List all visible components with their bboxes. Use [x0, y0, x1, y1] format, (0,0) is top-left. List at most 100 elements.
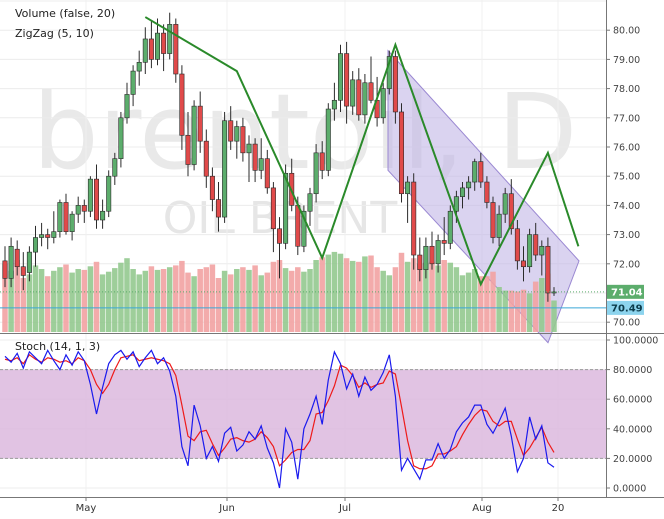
volume-bar — [514, 291, 521, 332]
zigzag-line — [144, 16, 580, 287]
volume-bar — [496, 287, 502, 332]
volume-bar — [307, 269, 313, 332]
volume-bar — [179, 260, 185, 332]
candle-body — [216, 199, 222, 218]
volume-bar — [51, 270, 57, 332]
candle-body — [87, 178, 93, 212]
volume-bar — [380, 270, 386, 332]
candle-body — [94, 178, 100, 221]
candle-body — [155, 32, 161, 60]
volume-bar — [148, 266, 155, 332]
volume-bar — [386, 275, 393, 332]
candle-body — [478, 161, 484, 183]
candle-body — [57, 202, 63, 232]
candle-body — [368, 82, 374, 101]
x-tick-label: May — [76, 503, 97, 514]
x-tick-label: Jul — [338, 503, 351, 514]
stoch-legend: Stoch (14, 1, 3) — [15, 340, 100, 353]
volume-bar — [429, 261, 435, 332]
candle-body — [459, 187, 465, 197]
candle-body — [258, 158, 264, 171]
candle-body — [502, 193, 508, 215]
candle-body — [69, 213, 75, 232]
volume-bar — [532, 281, 539, 332]
stoch-tick-label: 0.0000 — [613, 484, 646, 495]
volume-bar — [337, 253, 344, 332]
candle-body — [39, 234, 45, 238]
volume-bar — [325, 254, 332, 332]
volume-bar — [435, 265, 441, 332]
candle-body — [173, 24, 179, 75]
volume-bar — [93, 261, 100, 332]
candle-body — [392, 56, 398, 113]
candle-body — [472, 161, 478, 183]
candle-body — [234, 126, 240, 142]
volume-bar — [520, 289, 527, 332]
volume-bar — [447, 262, 454, 332]
stoch-tick-label: 80.0000 — [613, 365, 652, 376]
candle-body — [551, 291, 557, 294]
volume-bar — [368, 255, 374, 332]
volume-bar — [118, 262, 124, 332]
volume-bar — [246, 269, 252, 332]
volume-bar — [270, 261, 277, 332]
tick-labels: 70.0071.0072.0073.0074.0075.0076.0077.00… — [76, 26, 659, 514]
candle-body — [411, 181, 417, 256]
candlesticks — [2, 12, 557, 302]
volume-bar — [258, 275, 264, 332]
volume-bar — [99, 274, 106, 332]
candle-body — [514, 228, 520, 262]
volume-bar — [374, 267, 380, 332]
volume-bars — [2, 251, 557, 332]
volume-bar — [154, 269, 161, 332]
price-tick-label: 70.00 — [613, 318, 640, 329]
candle-body — [203, 140, 209, 177]
candle-body — [228, 120, 234, 142]
volume-bar — [349, 260, 356, 332]
stoch-k-line — [4, 349, 555, 489]
candle-body — [276, 228, 282, 244]
candle-body — [520, 260, 526, 268]
volume-bar — [215, 278, 222, 332]
volume-bar — [166, 267, 173, 332]
candle-body — [533, 234, 539, 256]
volume-bar — [441, 260, 447, 332]
candle-body — [307, 193, 313, 212]
candle-body — [398, 111, 404, 195]
candle-body — [270, 187, 276, 230]
stoch-tick-label: 100.0000 — [613, 336, 658, 347]
last-price-text: 71.04 — [611, 287, 643, 298]
price-tick-label: 74.00 — [613, 201, 640, 212]
candle-body — [441, 240, 447, 244]
candle-body — [453, 196, 459, 212]
candle-body — [63, 202, 69, 232]
volume-bar — [227, 274, 234, 332]
volume-bar — [295, 267, 301, 332]
volume-bar — [526, 293, 533, 332]
volume-bar — [478, 276, 484, 332]
volume-bar — [551, 300, 557, 332]
volume-bar — [264, 272, 271, 332]
volume-bar — [124, 258, 130, 332]
candle-body — [423, 245, 429, 270]
volume-bar — [191, 276, 197, 332]
candle-body — [130, 70, 136, 95]
candle-body — [337, 53, 343, 101]
volume-bar — [26, 274, 33, 332]
candle-body — [240, 126, 246, 154]
channel-area — [387, 49, 580, 344]
volume-bar — [2, 263, 8, 332]
volume-bar — [471, 269, 478, 332]
volume-bar — [203, 267, 210, 332]
volume-bar — [392, 267, 399, 332]
watermark: brentoil, D OIL BRENT — [33, 71, 578, 244]
candle-body — [118, 117, 124, 159]
candle-body — [222, 120, 228, 218]
volume-bar — [240, 267, 246, 332]
candle-body — [179, 73, 185, 136]
price-tick-label: 79.00 — [613, 55, 640, 66]
volume-bar — [173, 265, 179, 332]
volume-bar — [20, 278, 27, 332]
candle-body — [45, 234, 51, 238]
candle-body — [435, 240, 441, 265]
